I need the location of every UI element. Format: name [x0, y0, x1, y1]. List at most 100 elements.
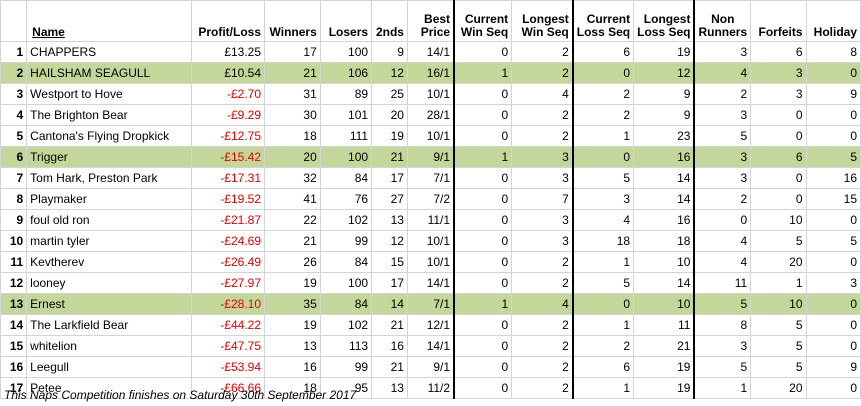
- table-row[interactable]: 3 Westport to Hove -£2.70 31 89 25 10/1 0 4 2 9 2 3 9: [0, 83, 861, 105]
- current-win-seq-cell[interactable]: 0: [453, 272, 513, 294]
- profit-loss-cell[interactable]: -£21.87: [191, 209, 266, 231]
- best-price-cell[interactable]: 7/1: [406, 167, 455, 189]
- table-row[interactable]: 10 martin tyler -£24.69 21 99 12 10/1 0 3 18 18 4 5 5: [0, 230, 861, 252]
- rank-cell[interactable]: 1: [0, 41, 28, 63]
- profit-loss-cell[interactable]: -£53.94: [191, 356, 266, 378]
- winners-cell[interactable]: 35: [264, 293, 321, 315]
- rank-cell[interactable]: 13: [0, 293, 28, 315]
- profit-loss-cell[interactable]: -£2.70: [191, 83, 266, 105]
- losers-cell[interactable]: 113: [319, 335, 373, 357]
- forfeits-cell[interactable]: 20: [750, 251, 807, 273]
- non-runners-cell[interactable]: 4: [693, 230, 752, 252]
- current-win-seq-cell[interactable]: 0: [453, 188, 513, 210]
- longest-loss-seq-cell[interactable]: 21: [633, 335, 696, 357]
- non-runners-cell[interactable]: 8: [693, 314, 752, 336]
- holiday-cell[interactable]: 9: [805, 83, 861, 105]
- table-row[interactable]: 2 HAILSHAM SEAGULL £10.54 21 106 12 16/1 1 2 0 12 4…: [0, 62, 861, 84]
- seconds-cell[interactable]: 21: [371, 146, 408, 168]
- losers-cell[interactable]: 84: [319, 167, 373, 189]
- longest-win-seq-cell[interactable]: 2: [511, 41, 574, 63]
- seconds-cell[interactable]: 17: [371, 167, 408, 189]
- forfeits-cell[interactable]: 10: [750, 209, 807, 231]
- longest-loss-seq-cell[interactable]: 12: [633, 62, 696, 84]
- player-name-cell[interactable]: Leegull: [26, 356, 193, 378]
- forfeits-cell[interactable]: 0: [750, 125, 807, 147]
- seconds-cell[interactable]: 12: [371, 62, 408, 84]
- forfeits-cell[interactable]: 3: [750, 62, 807, 84]
- forfeits-cell[interactable]: 10: [750, 293, 807, 315]
- seconds-header[interactable]: 2nds: [371, 0, 408, 42]
- current-loss-seq-cell[interactable]: 2: [572, 104, 635, 126]
- non-runners-cell[interactable]: 5: [693, 293, 752, 315]
- current-win-seq-cell[interactable]: 0: [453, 356, 513, 378]
- profit-loss-cell[interactable]: -£44.22: [191, 314, 266, 336]
- table-row[interactable]: 12 looney -£27.97 19 100 17 14/1 0 2 5 14 11 1 3: [0, 272, 861, 294]
- forfeits-cell[interactable]: 3: [750, 83, 807, 105]
- holiday-cell[interactable]: 9: [805, 356, 861, 378]
- table-row[interactable]: 6 Trigger -£15.42 20 100 21 9/1 1 3 0 16 3 6 5: [0, 146, 861, 168]
- best-price-cell[interactable]: 11/1: [406, 209, 455, 231]
- winners-header[interactable]: Winners: [264, 0, 321, 42]
- forfeits-cell[interactable]: 0: [750, 167, 807, 189]
- longest-win-seq-cell[interactable]: 2: [511, 62, 574, 84]
- best-price-cell[interactable]: 12/1: [406, 314, 455, 336]
- losers-cell[interactable]: 89: [319, 83, 373, 105]
- profit-loss-cell[interactable]: -£47.75: [191, 335, 266, 357]
- losers-cell[interactable]: 76: [319, 188, 373, 210]
- holiday-cell[interactable]: 5: [805, 230, 861, 252]
- non-runners-cell[interactable]: 2: [693, 83, 752, 105]
- winners-cell[interactable]: 20: [264, 146, 321, 168]
- longest-loss-seq-cell[interactable]: 23: [633, 125, 696, 147]
- current-win-seq-cell[interactable]: 0: [453, 335, 513, 357]
- non-runners-cell[interactable]: 3: [693, 104, 752, 126]
- seconds-cell[interactable]: 12: [371, 230, 408, 252]
- winners-cell[interactable]: 13: [264, 335, 321, 357]
- rank-cell[interactable]: 6: [0, 146, 28, 168]
- current-loss-seq-header[interactable]: Current Loss Seq: [572, 0, 635, 42]
- longest-loss-seq-cell[interactable]: 9: [633, 104, 696, 126]
- losers-cell[interactable]: 101: [319, 104, 373, 126]
- profit-loss-cell[interactable]: £10.54: [191, 62, 266, 84]
- forfeits-cell[interactable]: 0: [750, 104, 807, 126]
- current-loss-seq-cell[interactable]: 1: [572, 125, 635, 147]
- losers-cell[interactable]: 100: [319, 146, 373, 168]
- seconds-cell[interactable]: 17: [371, 272, 408, 294]
- player-name-cell[interactable]: looney: [26, 272, 193, 294]
- losers-cell[interactable]: 99: [319, 356, 373, 378]
- holiday-cell[interactable]: 3: [805, 272, 861, 294]
- winners-cell[interactable]: 16: [264, 356, 321, 378]
- seconds-cell[interactable]: 20: [371, 104, 408, 126]
- current-win-seq-cell[interactable]: 0: [453, 377, 513, 399]
- current-win-seq-cell[interactable]: 1: [453, 62, 513, 84]
- longest-loss-seq-cell[interactable]: 9: [633, 83, 696, 105]
- losers-cell[interactable]: 100: [319, 272, 373, 294]
- winners-cell[interactable]: 21: [264, 62, 321, 84]
- seconds-cell[interactable]: 9: [371, 41, 408, 63]
- best-price-header[interactable]: Best Price: [406, 0, 455, 42]
- current-win-seq-cell[interactable]: 0: [453, 83, 513, 105]
- current-win-seq-cell[interactable]: 0: [453, 209, 513, 231]
- profit-loss-cell[interactable]: -£9.29: [191, 104, 266, 126]
- seconds-cell[interactable]: 19: [371, 125, 408, 147]
- player-name-cell[interactable]: Kevtherev: [26, 251, 193, 273]
- forfeits-header[interactable]: Forfeits: [750, 0, 807, 42]
- player-name-cell[interactable]: whitelion: [26, 335, 193, 357]
- table-row[interactable]: 9 foul old ron -£21.87 22 102 13 11/1 0 3 4 16 0 10 0: [0, 209, 861, 231]
- non-runners-cell[interactable]: 3: [693, 41, 752, 63]
- best-price-cell[interactable]: 9/1: [406, 146, 455, 168]
- winners-cell[interactable]: 26: [264, 251, 321, 273]
- winners-cell[interactable]: 19: [264, 314, 321, 336]
- best-price-cell[interactable]: 10/1: [406, 230, 455, 252]
- player-name-cell[interactable]: The Larkfield Bear: [26, 314, 193, 336]
- rank-cell[interactable]: 12: [0, 272, 28, 294]
- longest-loss-seq-cell[interactable]: 10: [633, 251, 696, 273]
- forfeits-cell[interactable]: 6: [750, 41, 807, 63]
- current-win-seq-cell[interactable]: 1: [453, 293, 513, 315]
- non-runners-cell[interactable]: 1: [693, 377, 752, 399]
- longest-win-seq-cell[interactable]: 3: [511, 146, 574, 168]
- losers-cell[interactable]: 84: [319, 293, 373, 315]
- winners-cell[interactable]: 30: [264, 104, 321, 126]
- longest-loss-seq-cell[interactable]: 16: [633, 209, 696, 231]
- winners-cell[interactable]: 41: [264, 188, 321, 210]
- seconds-cell[interactable]: 15: [371, 251, 408, 273]
